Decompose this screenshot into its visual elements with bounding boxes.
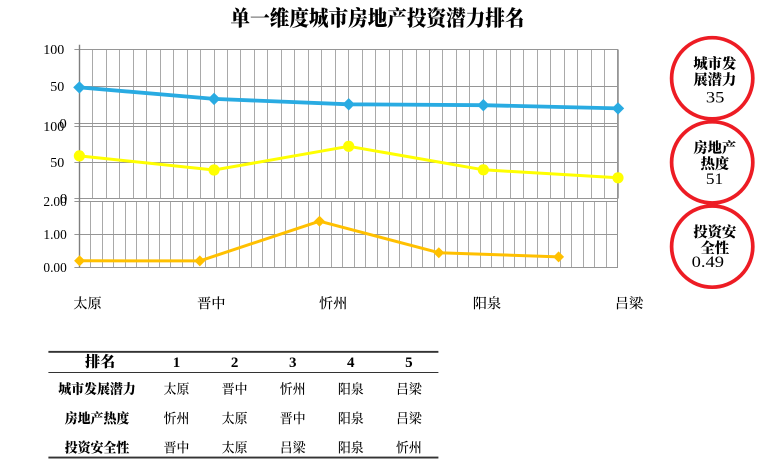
svg-text:35: 35 <box>706 89 725 106</box>
svg-text:100: 100 <box>43 119 64 134</box>
svg-text:0: 0 <box>59 116 67 131</box>
svg-text:1: 1 <box>173 355 181 371</box>
svg-text:50: 50 <box>50 79 64 94</box>
svg-text:1.00: 1.00 <box>43 227 67 242</box>
svg-text:100: 100 <box>43 42 64 57</box>
svg-text:51: 51 <box>706 171 723 188</box>
svg-text:0.00: 0.00 <box>43 260 67 275</box>
svg-text:0.49: 0.49 <box>692 254 725 271</box>
svg-text:2.00: 2.00 <box>43 194 67 209</box>
svg-text:4: 4 <box>347 355 355 371</box>
svg-text:2: 2 <box>231 355 239 371</box>
svg-text:5: 5 <box>405 355 413 371</box>
svg-text:50: 50 <box>50 155 64 170</box>
svg-text:3: 3 <box>289 355 297 371</box>
svg-text:0: 0 <box>60 191 68 206</box>
